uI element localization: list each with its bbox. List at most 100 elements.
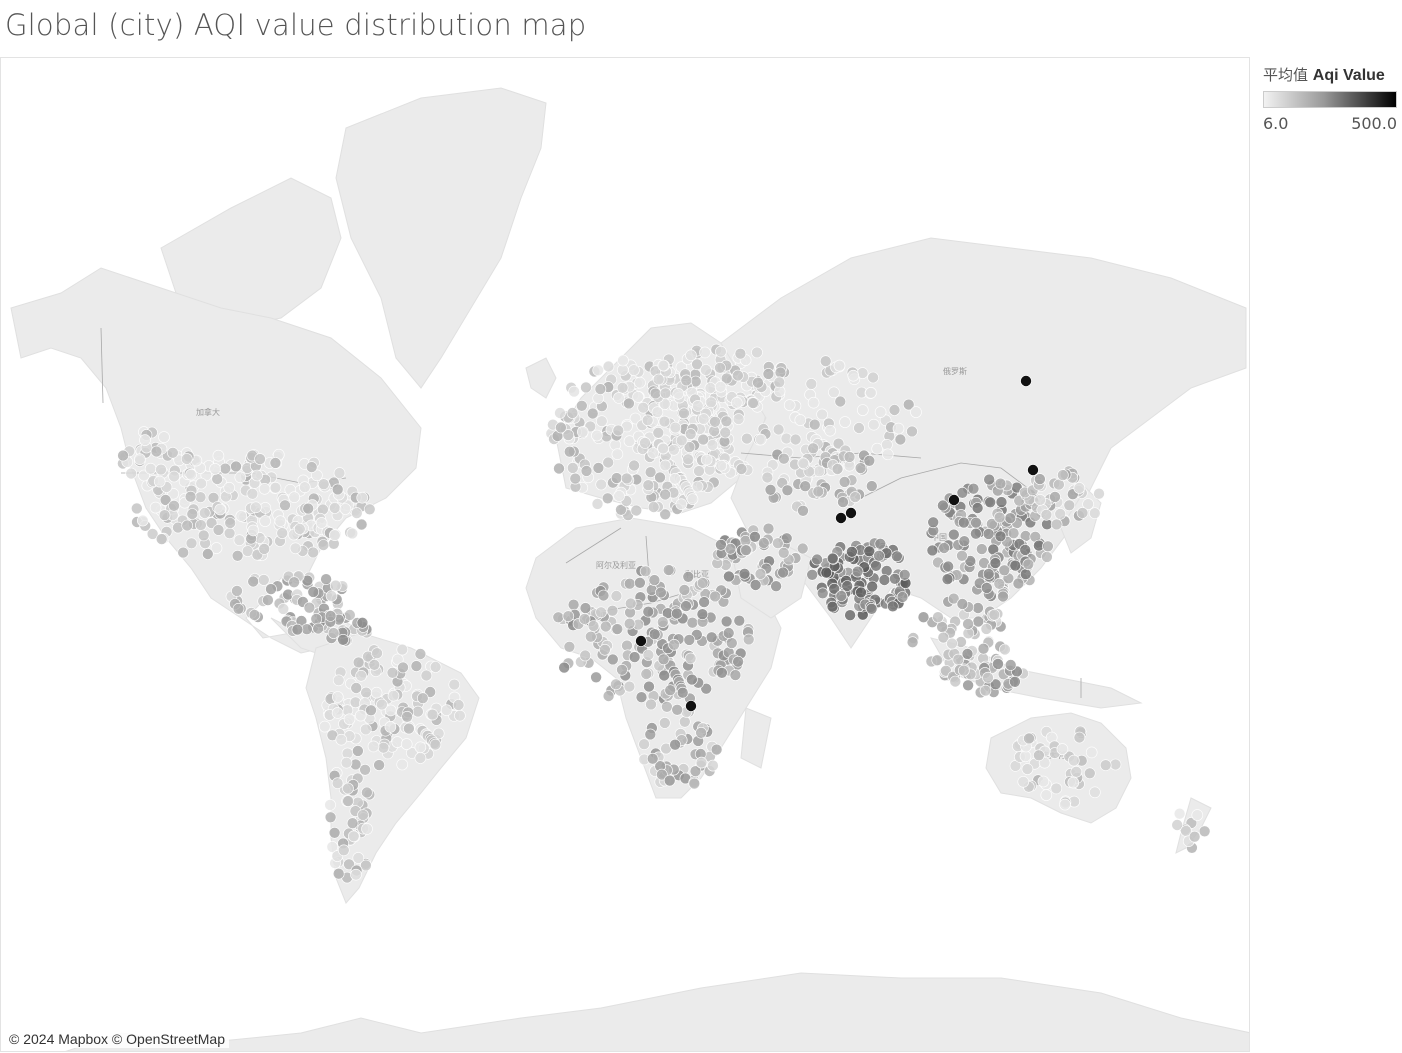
city-aqi-point[interactable] [1059,798,1071,811]
city-aqi-point[interactable] [870,559,882,572]
city-aqi-point[interactable] [700,453,713,466]
city-aqi-point[interactable] [376,698,388,711]
city-aqi-point[interactable] [554,407,566,419]
city-aqi-point[interactable] [646,752,659,765]
city-aqi-point[interactable] [873,549,885,562]
city-aqi-point[interactable] [235,510,248,522]
city-aqi-point[interactable] [642,605,655,618]
city-aqi-point[interactable] [339,503,352,515]
city-aqi-point[interactable] [812,485,825,498]
city-aqi-point[interactable] [639,565,652,578]
city-aqi-point[interactable] [689,765,702,778]
city-aqi-point[interactable] [995,496,1008,508]
city-aqi-point[interactable] [642,479,655,492]
city-aqi-point[interactable] [696,577,709,589]
city-aqi-point[interactable] [863,545,876,558]
city-aqi-point[interactable] [420,669,433,682]
city-aqi-point[interactable] [606,653,619,666]
city-aqi-point[interactable] [984,496,997,509]
city-aqi-point[interactable] [617,354,629,367]
city-aqi-point[interactable] [941,573,954,586]
city-aqi-point-high[interactable] [835,512,847,524]
city-aqi-point[interactable] [997,590,1009,603]
city-aqi-point[interactable] [688,777,701,790]
city-aqi-point[interactable] [1076,507,1089,519]
city-aqi-point[interactable] [1089,507,1101,520]
city-aqi-point[interactable] [599,620,612,633]
city-aqi-point[interactable] [1056,743,1069,755]
city-aqi-point[interactable] [391,736,404,748]
city-aqi-point[interactable] [448,678,461,691]
city-aqi-point[interactable] [355,518,368,531]
city-aqi-point[interactable] [131,502,143,515]
city-aqi-point[interactable] [396,643,409,656]
city-aqi-point[interactable] [153,475,166,488]
city-aqi-point[interactable] [710,743,723,756]
city-aqi-point[interactable] [700,364,712,376]
city-aqi-point[interactable] [657,359,670,372]
city-aqi-point[interactable] [317,478,330,491]
city-aqi-point[interactable] [851,565,864,578]
city-aqi-point[interactable] [774,366,787,379]
city-aqi-point[interactable] [747,397,759,409]
city-aqi-point[interactable] [878,574,891,586]
city-aqi-point[interactable] [722,627,735,639]
city-aqi-point[interactable] [302,502,315,515]
city-aqi-point[interactable] [1109,758,1122,771]
city-aqi-point[interactable] [947,528,960,541]
city-aqi-point[interactable] [957,664,970,677]
city-aqi-point[interactable] [720,372,733,385]
city-aqi-point[interactable] [659,387,672,400]
city-aqi-point[interactable] [999,643,1011,656]
city-aqi-point[interactable] [343,858,355,871]
city-aqi-point[interactable] [927,516,940,529]
city-aqi-point[interactable] [155,533,168,545]
city-aqi-point[interactable] [742,633,755,646]
city-aqi-point[interactable] [257,574,270,586]
city-aqi-point[interactable] [684,428,697,440]
city-aqi-point[interactable] [352,656,365,669]
city-aqi-point[interactable] [599,643,611,656]
city-aqi-point[interactable] [317,539,330,551]
city-aqi-point[interactable] [946,637,958,650]
city-aqi-point[interactable] [291,623,304,636]
city-aqi-point[interactable] [567,598,580,611]
city-aqi-point[interactable] [732,413,745,425]
city-aqi-point[interactable] [400,738,413,750]
city-aqi-point[interactable] [384,721,397,733]
city-aqi-point[interactable] [796,542,809,555]
city-aqi-point[interactable] [194,491,207,504]
city-aqi-point[interactable] [185,468,197,481]
city-aqi-point[interactable] [580,381,592,394]
city-aqi-point[interactable] [288,491,301,504]
city-aqi-point[interactable] [662,564,675,576]
city-aqi-point[interactable] [663,774,676,787]
city-aqi-point-high[interactable] [1020,375,1032,387]
city-aqi-point[interactable] [983,473,996,486]
city-aqi-point[interactable] [326,841,339,853]
city-aqi-point[interactable] [723,570,735,583]
city-aqi-point[interactable] [1068,754,1080,767]
city-aqi-point[interactable] [197,529,210,542]
city-aqi-point[interactable] [661,700,673,713]
city-aqi-point[interactable] [144,462,157,475]
city-aqi-point[interactable] [668,638,680,651]
city-aqi-point[interactable] [254,453,266,465]
city-aqi-point[interactable] [597,589,610,602]
city-aqi-point[interactable] [669,472,681,485]
city-aqi-point[interactable] [214,503,226,516]
city-aqi-point[interactable] [350,682,363,694]
city-aqi-point[interactable] [361,786,373,799]
city-aqi-point[interactable] [347,830,360,843]
city-aqi-point[interactable] [219,462,232,475]
city-aqi-point[interactable] [231,549,244,562]
city-aqi-point[interactable] [749,579,762,591]
city-aqi-point[interactable] [715,538,727,551]
city-aqi-point[interactable] [117,449,129,462]
city-aqi-point[interactable] [958,535,971,548]
city-aqi-point[interactable] [813,465,826,478]
city-aqi-point[interactable] [606,604,619,617]
city-aqi-point[interactable] [592,462,605,474]
city-aqi-point[interactable] [754,433,767,446]
city-aqi-point[interactable] [1004,659,1017,671]
